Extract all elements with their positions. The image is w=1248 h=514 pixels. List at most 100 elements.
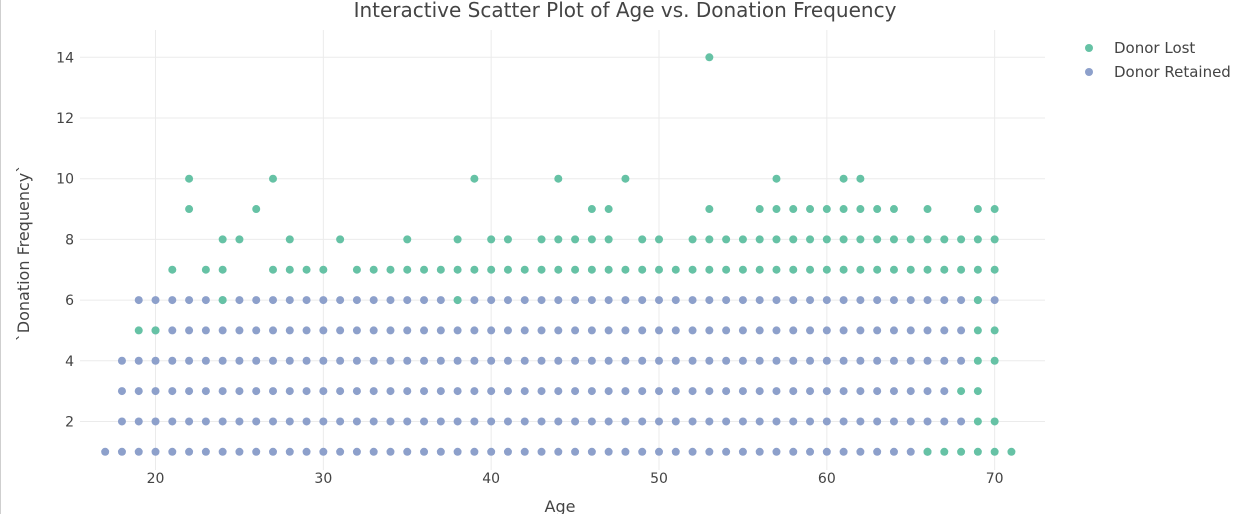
data-point-donor-retained[interactable] bbox=[822, 417, 831, 426]
data-point-donor-retained[interactable] bbox=[436, 417, 445, 426]
data-point-donor-retained[interactable] bbox=[369, 447, 378, 456]
data-point-donor-retained[interactable] bbox=[201, 356, 210, 365]
data-point-donor-retained[interactable] bbox=[218, 326, 227, 335]
data-point-donor-retained[interactable] bbox=[117, 417, 126, 426]
data-point-donor-retained[interactable] bbox=[151, 356, 160, 365]
data-point-donor-retained[interactable] bbox=[285, 356, 294, 365]
data-point-donor-retained[interactable] bbox=[772, 447, 781, 456]
data-point-donor-retained[interactable] bbox=[705, 447, 714, 456]
data-point-donor-retained[interactable] bbox=[789, 447, 798, 456]
data-point-donor-retained[interactable] bbox=[218, 387, 227, 396]
data-point-donor-lost[interactable] bbox=[923, 205, 932, 214]
data-point-donor-lost[interactable] bbox=[302, 265, 311, 274]
data-point-donor-retained[interactable] bbox=[336, 447, 345, 456]
data-point-donor-lost[interactable] bbox=[185, 205, 194, 214]
data-point-donor-retained[interactable] bbox=[621, 356, 630, 365]
data-point-donor-retained[interactable] bbox=[906, 387, 915, 396]
data-point-donor-retained[interactable] bbox=[638, 447, 647, 456]
data-point-donor-lost[interactable] bbox=[822, 235, 831, 244]
data-point-donor-lost[interactable] bbox=[185, 174, 194, 183]
data-point-donor-retained[interactable] bbox=[722, 447, 731, 456]
data-point-donor-lost[interactable] bbox=[269, 265, 277, 274]
data-point-donor-lost[interactable] bbox=[940, 235, 949, 244]
data-point-donor-lost[interactable] bbox=[235, 235, 244, 244]
data-point-donor-lost[interactable] bbox=[889, 265, 898, 274]
data-point-donor-lost[interactable] bbox=[537, 265, 546, 274]
data-point-donor-retained[interactable] bbox=[822, 326, 831, 335]
data-point-donor-retained[interactable] bbox=[436, 356, 445, 365]
data-point-donor-retained[interactable] bbox=[604, 447, 613, 456]
data-point-donor-retained[interactable] bbox=[336, 417, 345, 426]
data-point-donor-lost[interactable] bbox=[369, 265, 378, 274]
data-point-donor-retained[interactable] bbox=[738, 447, 747, 456]
data-point-donor-retained[interactable] bbox=[638, 387, 647, 396]
data-point-donor-lost[interactable] bbox=[470, 265, 479, 274]
data-point-donor-retained[interactable] bbox=[806, 387, 815, 396]
data-point-donor-lost[interactable] bbox=[990, 417, 999, 426]
data-point-donor-retained[interactable] bbox=[873, 387, 882, 396]
data-point-donor-retained[interactable] bbox=[587, 326, 596, 335]
data-point-donor-lost[interactable] bbox=[856, 205, 865, 214]
data-point-donor-retained[interactable] bbox=[252, 296, 261, 305]
data-point-donor-lost[interactable] bbox=[973, 417, 982, 426]
data-point-donor-retained[interactable] bbox=[252, 387, 261, 396]
data-point-donor-lost[interactable] bbox=[889, 235, 898, 244]
data-point-donor-retained[interactable] bbox=[201, 296, 210, 305]
data-point-donor-retained[interactable] bbox=[923, 356, 932, 365]
data-point-donor-lost[interactable] bbox=[755, 205, 764, 214]
data-point-donor-retained[interactable] bbox=[520, 387, 529, 396]
data-point-donor-retained[interactable] bbox=[722, 417, 731, 426]
data-point-donor-retained[interactable] bbox=[655, 356, 663, 365]
data-point-donor-retained[interactable] bbox=[587, 387, 596, 396]
data-point-donor-retained[interactable] bbox=[822, 447, 831, 456]
data-point-donor-retained[interactable] bbox=[688, 417, 697, 426]
data-point-donor-retained[interactable] bbox=[503, 447, 512, 456]
data-point-donor-retained[interactable] bbox=[621, 387, 630, 396]
data-point-donor-retained[interactable] bbox=[352, 326, 361, 335]
data-point-donor-retained[interactable] bbox=[705, 326, 714, 335]
data-point-donor-lost[interactable] bbox=[571, 265, 580, 274]
data-point-donor-lost[interactable] bbox=[973, 296, 982, 305]
legend-item-donor-retained[interactable]: Donor Retained bbox=[1078, 60, 1231, 84]
data-point-donor-retained[interactable] bbox=[168, 417, 177, 426]
data-point-donor-retained[interactable] bbox=[302, 356, 311, 365]
data-point-donor-retained[interactable] bbox=[604, 326, 613, 335]
data-point-donor-lost[interactable] bbox=[638, 265, 647, 274]
data-point-donor-lost[interactable] bbox=[772, 174, 781, 183]
data-point-donor-retained[interactable] bbox=[537, 417, 546, 426]
data-point-donor-retained[interactable] bbox=[957, 356, 966, 365]
data-point-donor-lost[interactable] bbox=[252, 205, 261, 214]
data-point-donor-retained[interactable] bbox=[520, 417, 529, 426]
data-point-donor-retained[interactable] bbox=[554, 326, 563, 335]
data-point-donor-lost[interactable] bbox=[973, 235, 982, 244]
data-point-donor-retained[interactable] bbox=[218, 356, 227, 365]
data-point-donor-retained[interactable] bbox=[688, 326, 697, 335]
data-point-donor-retained[interactable] bbox=[873, 417, 882, 426]
data-point-donor-retained[interactable] bbox=[319, 356, 328, 365]
data-point-donor-retained[interactable] bbox=[957, 417, 966, 426]
data-point-donor-retained[interactable] bbox=[151, 447, 160, 456]
data-point-donor-retained[interactable] bbox=[923, 387, 932, 396]
data-point-donor-retained[interactable] bbox=[470, 356, 479, 365]
data-point-donor-retained[interactable] bbox=[369, 296, 378, 305]
data-point-donor-retained[interactable] bbox=[436, 326, 445, 335]
data-point-donor-retained[interactable] bbox=[520, 356, 529, 365]
data-point-donor-retained[interactable] bbox=[604, 387, 613, 396]
data-point-donor-retained[interactable] bbox=[738, 387, 747, 396]
data-point-donor-lost[interactable] bbox=[806, 205, 815, 214]
data-point-donor-retained[interactable] bbox=[772, 326, 781, 335]
data-point-donor-retained[interactable] bbox=[503, 387, 512, 396]
data-point-donor-retained[interactable] bbox=[470, 447, 479, 456]
data-point-donor-retained[interactable] bbox=[671, 417, 680, 426]
data-point-donor-retained[interactable] bbox=[487, 326, 496, 335]
data-point-donor-retained[interactable] bbox=[487, 387, 496, 396]
data-point-donor-retained[interactable] bbox=[436, 296, 445, 305]
data-point-donor-lost[interactable] bbox=[688, 265, 697, 274]
data-point-donor-lost[interactable] bbox=[386, 265, 395, 274]
data-point-donor-retained[interactable] bbox=[168, 387, 177, 396]
data-point-donor-lost[interactable] bbox=[587, 265, 596, 274]
data-point-donor-retained[interactable] bbox=[772, 296, 781, 305]
data-point-donor-retained[interactable] bbox=[302, 417, 311, 426]
data-point-donor-lost[interactable] bbox=[789, 205, 798, 214]
data-point-donor-lost[interactable] bbox=[420, 265, 429, 274]
